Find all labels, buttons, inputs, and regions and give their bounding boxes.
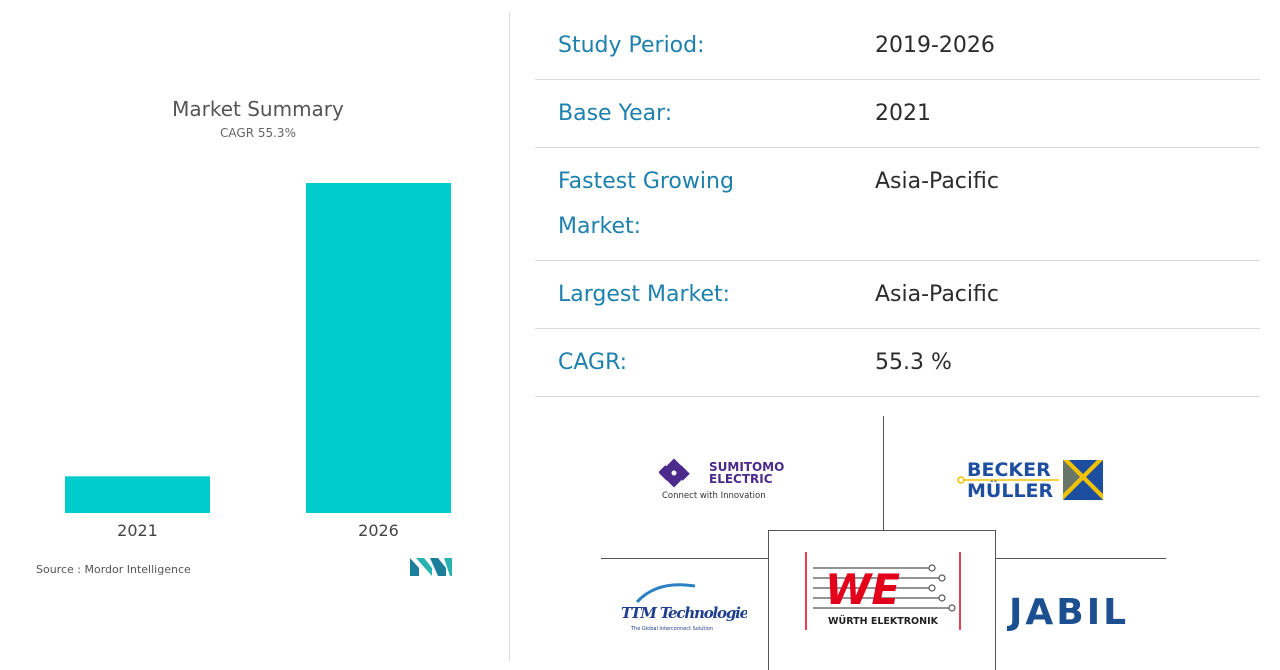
row-study-period: Study Period: 2019-2026 [535, 12, 1260, 80]
row-fastest-growing-market: Fastest Growing Market: Asia-Pacific [535, 148, 1260, 261]
grid-divider-vertical [883, 416, 884, 530]
jabil-name: JABIL [1007, 592, 1129, 632]
cagr-label: CAGR: [558, 350, 628, 375]
fastest-growing-label-line2: Market: [558, 214, 642, 239]
bar-2026 [306, 183, 451, 513]
bars-layer [65, 183, 451, 513]
x-tick-2021: 2021 [117, 521, 158, 540]
market-summary-table: Study Period: 2019-2026 Base Year: 2021 … [535, 12, 1260, 397]
becker-line1: BECKER [967, 459, 1051, 481]
x-tick-2026: 2026 [358, 521, 399, 540]
cagr-value: 55.3 % [875, 350, 952, 375]
mordor-intelligence-logo [410, 558, 452, 576]
bar-2021 [65, 476, 210, 513]
grid-divider-right [996, 558, 1166, 559]
grid-divider-left [601, 558, 769, 559]
row-base-year: Base Year: 2021 [535, 80, 1260, 148]
wurth-elektronik-logo: WE WÜRTH ELEKTRONIK [803, 550, 963, 636]
ttm-technologies-logo: TTM Technologies The Global Interconnect… [621, 583, 747, 632]
wurth-name: WÜRTH ELEKTRONIK [828, 616, 939, 627]
becker-line2: MÜLLER [967, 478, 1054, 502]
chart-title: Market Summary [172, 97, 344, 121]
ttm-name: TTM Technologies [621, 604, 747, 622]
study-period-label: Study Period: [558, 33, 705, 58]
chart-subtitle: CAGR 55.3% [220, 126, 296, 140]
sumitomo-mark-icon [659, 458, 690, 488]
becker-cross-icon [1063, 460, 1103, 500]
sumitomo-electric-logo: SUMITOMO ELECTRIC Connect with Innovatio… [659, 458, 784, 501]
sumitomo-line1: SUMITOMO [709, 460, 784, 474]
row-largest-market: Largest Market: Asia-Pacific [535, 261, 1260, 329]
fastest-growing-label-line1: Fastest Growing [558, 169, 734, 194]
fastest-growing-market-value: Asia-Pacific [875, 169, 999, 194]
chart-source: Source : Mordor Intelligence [36, 563, 191, 576]
largest-market-label: Largest Market: [558, 282, 731, 307]
wurth-we-mark: WE [825, 565, 900, 614]
chart-canvas: Market Summary CAGR 55.3% 2021 2026 Sourc… [36, 97, 451, 576]
largest-market-value: Asia-Pacific [875, 282, 999, 307]
sumitomo-line2: ELECTRIC [709, 472, 773, 486]
jabil-logo: JABIL [1007, 592, 1129, 632]
row-cagr: CAGR: 55.3 % [535, 329, 1260, 397]
panel-divider [509, 12, 510, 662]
sumitomo-tagline: Connect with Innovation [662, 491, 766, 501]
key-players-logos: SUMITOMO ELECTRIC Connect with Innovatio… [535, 400, 1260, 670]
becker-mueller-logo: BECKER MÜLLER [957, 459, 1103, 502]
ttm-tagline: The Global Interconnect Solution [630, 626, 713, 632]
x-tick-labels: 2021 2026 [117, 521, 399, 540]
fastest-growing-market-label: Fastest Growing Market: [535, 148, 875, 260]
study-period-value: 2019-2026 [875, 33, 995, 58]
wurth-circuit-icon [813, 564, 956, 612]
base-year-label: Base Year: [558, 101, 673, 126]
market-summary-chart: Market Summary CAGR 55.3% 2021 2026 Sourc… [0, 0, 510, 670]
base-year-value: 2021 [875, 101, 931, 126]
